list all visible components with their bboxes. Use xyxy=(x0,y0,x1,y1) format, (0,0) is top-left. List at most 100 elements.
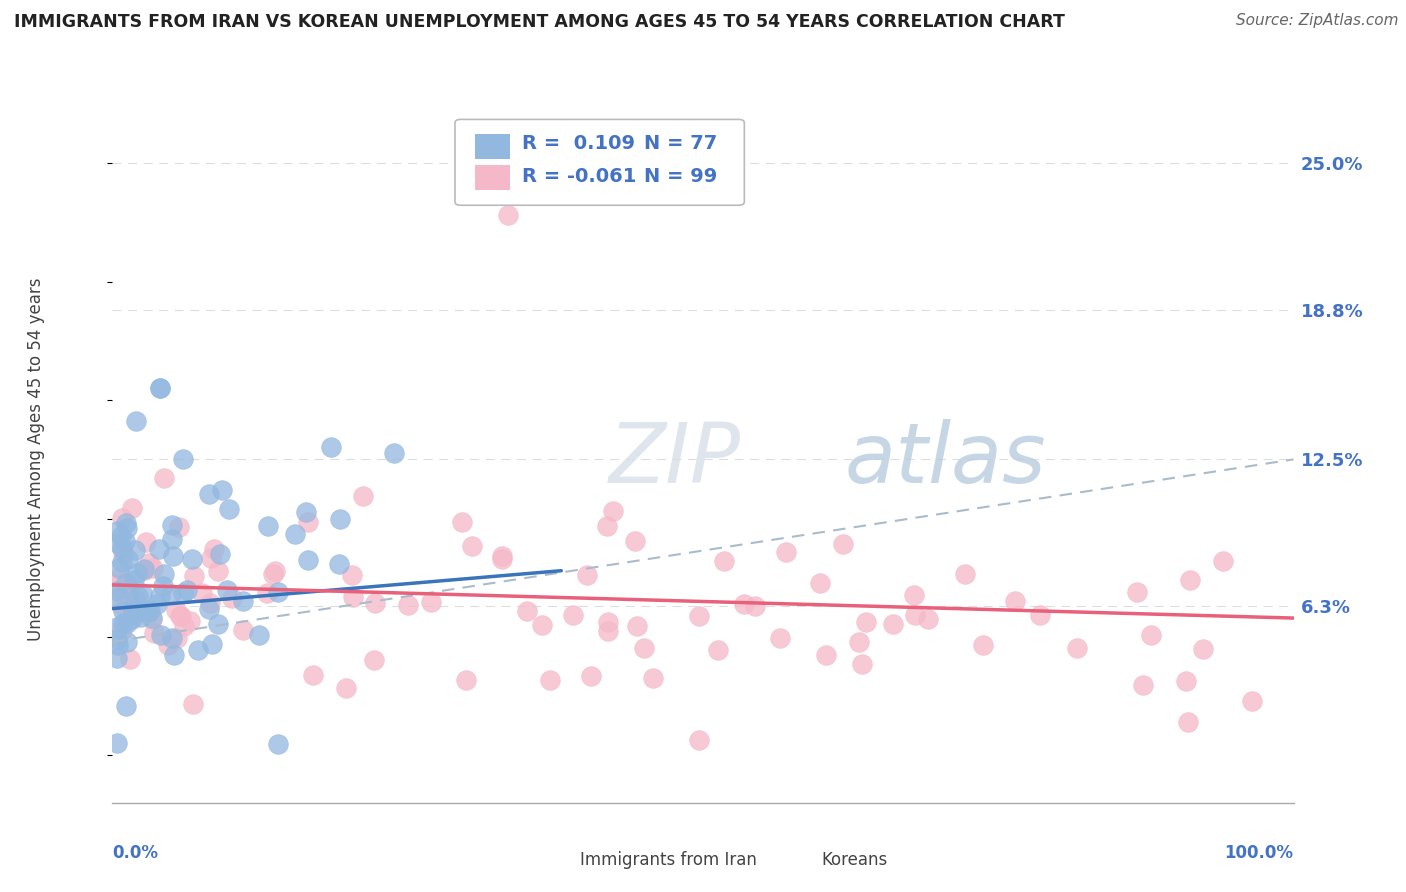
Point xyxy=(538,673,561,687)
Point xyxy=(733,597,755,611)
Point xyxy=(125,414,148,428)
Point xyxy=(491,549,513,563)
Point xyxy=(491,551,513,566)
Point xyxy=(953,566,976,581)
Point xyxy=(352,489,374,503)
Point xyxy=(118,590,141,604)
Point xyxy=(114,516,136,530)
Point xyxy=(1066,641,1088,656)
Point xyxy=(135,534,157,549)
Point xyxy=(340,568,363,582)
Point xyxy=(211,483,233,497)
Point xyxy=(382,446,405,460)
Point xyxy=(200,551,222,566)
Point xyxy=(169,608,191,623)
Point xyxy=(579,669,602,683)
Text: Source: ZipAtlas.com: Source: ZipAtlas.com xyxy=(1236,13,1399,29)
Point xyxy=(264,564,287,578)
Point xyxy=(108,561,131,575)
Point xyxy=(160,532,183,546)
Point xyxy=(131,586,153,600)
Point xyxy=(111,541,134,555)
Text: N = 99: N = 99 xyxy=(644,167,717,186)
Point xyxy=(198,487,221,501)
Point xyxy=(882,616,904,631)
Point xyxy=(1004,594,1026,608)
Point xyxy=(256,586,278,600)
Text: N = 77: N = 77 xyxy=(644,134,717,153)
Point xyxy=(496,209,519,223)
Point xyxy=(134,563,156,577)
Point xyxy=(181,551,204,566)
Point xyxy=(208,547,231,561)
Point xyxy=(302,668,325,682)
Point xyxy=(1212,554,1234,568)
Point xyxy=(626,618,648,632)
Point xyxy=(217,583,239,598)
Point xyxy=(363,653,385,667)
Point xyxy=(713,554,735,568)
Point xyxy=(149,589,172,603)
Point xyxy=(396,598,419,612)
Text: IMMIGRANTS FROM IRAN VS KOREAN UNEMPLOYMENT AMONG AGES 45 TO 54 YEARS CORRELATIO: IMMIGRANTS FROM IRAN VS KOREAN UNEMPLOYM… xyxy=(14,13,1064,31)
Point xyxy=(451,516,474,530)
Point xyxy=(110,582,132,597)
Point xyxy=(531,617,554,632)
Bar xyxy=(537,852,571,870)
Point xyxy=(814,648,837,662)
Point xyxy=(456,673,478,687)
Point xyxy=(1132,678,1154,692)
Point xyxy=(1241,694,1264,708)
Point xyxy=(111,510,134,524)
Point xyxy=(832,537,855,551)
Point xyxy=(775,545,797,559)
Point xyxy=(335,681,357,695)
Point xyxy=(1140,628,1163,642)
Point xyxy=(688,733,710,747)
Point xyxy=(1177,714,1199,729)
Point xyxy=(1178,574,1201,588)
Text: R =  0.109: R = 0.109 xyxy=(522,134,636,153)
Text: 0.0%: 0.0% xyxy=(112,844,159,862)
Point xyxy=(134,561,156,575)
Point xyxy=(204,541,226,556)
Point xyxy=(124,543,146,558)
Point xyxy=(855,615,877,630)
Point xyxy=(460,539,482,553)
Point xyxy=(262,567,284,582)
Point xyxy=(221,591,243,606)
Point xyxy=(114,699,136,714)
Point xyxy=(294,505,316,519)
Point xyxy=(744,599,766,613)
Point xyxy=(110,529,132,543)
Point xyxy=(851,657,873,671)
Point xyxy=(198,597,221,611)
Text: 100.0%: 100.0% xyxy=(1225,844,1294,862)
Text: Koreans: Koreans xyxy=(821,852,887,870)
Point xyxy=(105,619,128,633)
Point xyxy=(179,614,201,628)
Point xyxy=(172,452,194,467)
Point xyxy=(141,612,163,626)
Point xyxy=(129,609,152,624)
Point xyxy=(105,536,128,550)
Point xyxy=(160,518,183,533)
Point xyxy=(108,570,131,584)
Point xyxy=(218,502,240,516)
Point xyxy=(148,541,170,556)
Point xyxy=(115,521,138,535)
Point xyxy=(641,671,664,685)
Point xyxy=(121,612,143,626)
Point xyxy=(152,579,174,593)
Point xyxy=(139,603,162,617)
Point xyxy=(169,519,191,533)
Point xyxy=(1028,608,1050,623)
Point xyxy=(170,608,193,623)
Point xyxy=(114,534,136,549)
Point xyxy=(146,597,169,611)
Point xyxy=(297,516,319,530)
Point xyxy=(105,583,128,598)
Point xyxy=(284,527,307,541)
Point xyxy=(162,549,184,563)
Point xyxy=(107,576,129,591)
